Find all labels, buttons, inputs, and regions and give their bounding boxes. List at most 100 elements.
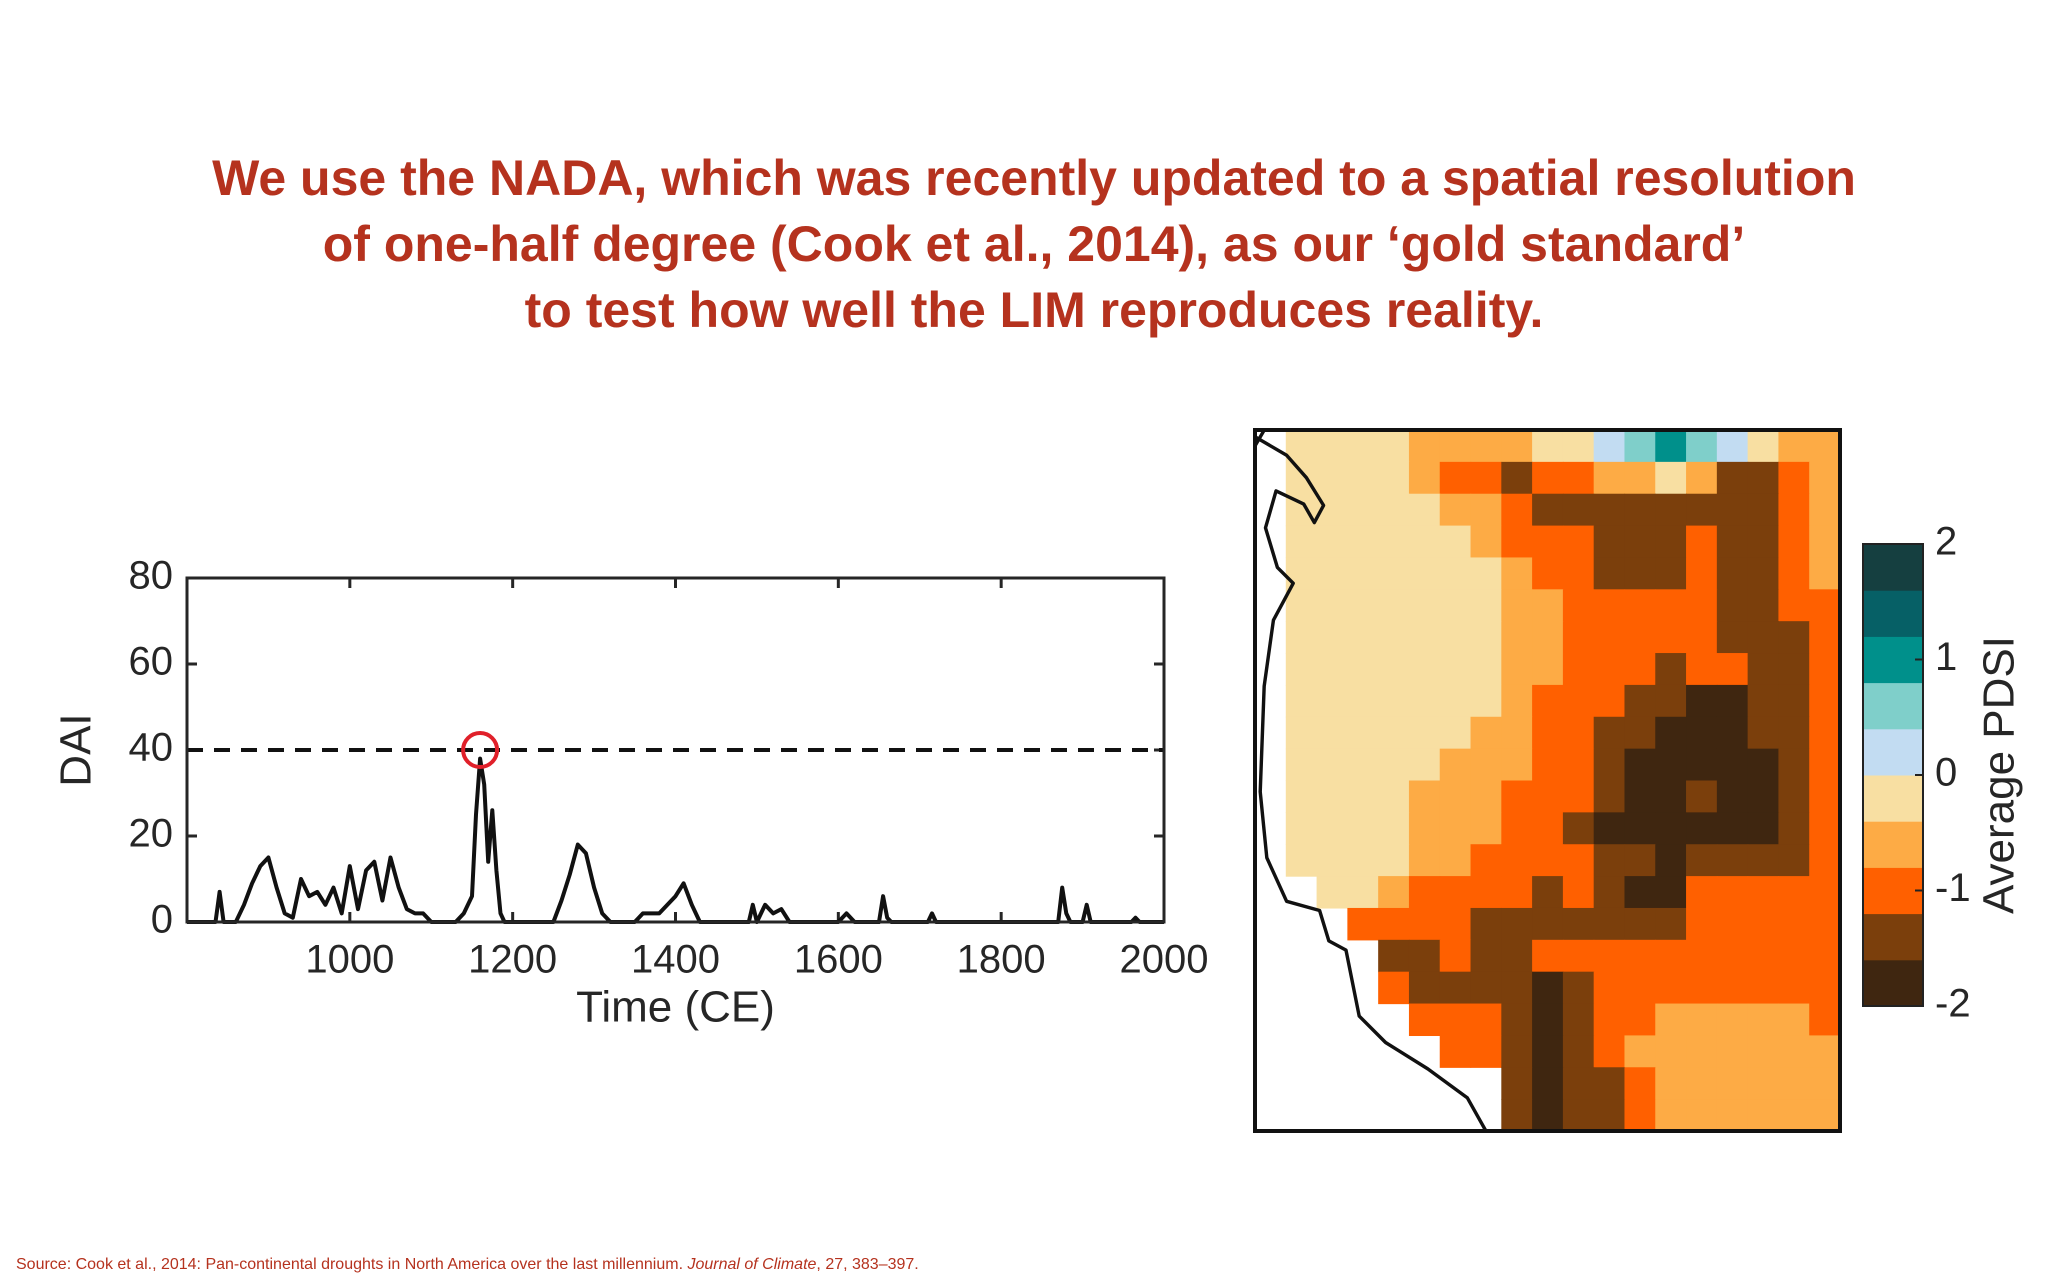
heatmap-cell [1686, 525, 1718, 559]
heading-line: to test how well the LIM reproduces real… [525, 282, 1544, 338]
x-tick-label: 2000 [1120, 938, 1209, 982]
heatmap-cell [1470, 589, 1502, 622]
heatmap-cell [1378, 907, 1410, 941]
heatmap-cell [1686, 461, 1718, 495]
heatmap-cell [1408, 716, 1441, 750]
heatmap-cell [1439, 812, 1472, 845]
heatmap-cell [1470, 430, 1502, 463]
heatmap-cell [1655, 684, 1687, 718]
heatmap-cell [1439, 653, 1472, 686]
source-note: Source: Cook et al., 2014: Pan-continent… [16, 1256, 919, 1273]
heatmap-cell [1716, 525, 1749, 559]
heatmap-cell [1686, 1035, 1718, 1068]
heatmap-cell [1378, 430, 1410, 463]
heatmap-cell [1655, 939, 1687, 973]
map-frame [1253, 428, 1842, 1133]
heatmap-cell [1439, 748, 1472, 782]
heatmap-cell [1747, 876, 1780, 909]
heatmap-cell [1747, 1099, 1780, 1132]
heatmap-cell [1562, 876, 1595, 909]
heatmap-cell [1778, 1067, 1810, 1100]
heatmap-cell [1408, 653, 1441, 686]
plot-frame [185, 576, 1166, 924]
heatmap-cell [1778, 525, 1810, 559]
heatmap-cell [1470, 653, 1502, 686]
heatmap-cell [1285, 716, 1318, 750]
heatmap-cell [1778, 653, 1810, 686]
heatmap-cell [1716, 557, 1749, 590]
heatmap-cell [1716, 461, 1749, 495]
heatmap-cell [1439, 1035, 1472, 1068]
heatmap-cell [1316, 812, 1348, 845]
heatmap-cell [1716, 876, 1749, 909]
heatmap-cell [1593, 430, 1626, 463]
heatmap-cell [1655, 716, 1687, 750]
heatmap-cell [1439, 430, 1472, 463]
x-axis-label: Time (CE) [576, 983, 775, 1032]
heatmap-cell [1501, 461, 1533, 495]
heatmap-cell [1501, 780, 1533, 813]
heatmap-cell [1747, 716, 1780, 750]
heatmap-cell [1809, 461, 1841, 495]
heatmap-cell [1347, 589, 1379, 622]
heatmap-cell [1716, 493, 1749, 527]
heatmap-cell [1747, 1003, 1780, 1037]
heatmap-cell [1593, 716, 1626, 750]
heatmap-cell [1624, 971, 1656, 1005]
heatmap-cell [1562, 780, 1595, 813]
heatmap-cell [1747, 525, 1780, 559]
heatmap-cell [1532, 684, 1564, 718]
heatmap-cell [1686, 876, 1718, 909]
x-tick-label: 1400 [631, 938, 720, 982]
heatmap-cell [1532, 716, 1564, 750]
heatmap-cell [1562, 493, 1595, 527]
heatmap-cell [1378, 684, 1410, 718]
heatmap-cell [1408, 525, 1441, 559]
heatmap-cell [1501, 1035, 1533, 1068]
heatmap-cell [1562, 1099, 1595, 1132]
heatmap-cell [1501, 1099, 1533, 1132]
heatmap-cell [1316, 589, 1348, 622]
heatmap-cell [1532, 907, 1564, 941]
heatmap-cell [1347, 653, 1379, 686]
heatmap-cell [1655, 876, 1687, 909]
heatmap-cell [1686, 430, 1718, 463]
heatmap-cell [1624, 1003, 1656, 1037]
heatmap-cell [1747, 748, 1780, 782]
heatmap-cell [1809, 557, 1841, 590]
heatmap-cell [1439, 621, 1472, 654]
heatmap-cell [1778, 812, 1810, 845]
heatmap-cell [1501, 557, 1533, 590]
heatmap-cell [1532, 1067, 1564, 1100]
heatmap-cell [1285, 780, 1318, 813]
heatmap-cell [1716, 1099, 1749, 1132]
heatmap-cell [1470, 939, 1502, 973]
heatmap-cell [1655, 1067, 1687, 1100]
heatmap-cell [1532, 461, 1564, 495]
heatmap-cell [1624, 461, 1656, 495]
coastline [1254, 430, 1488, 1131]
heatmap-cell [1716, 653, 1749, 686]
heading-line: of one-half degree (Cook et al., 2014), … [323, 216, 1746, 272]
heatmap-cell [1686, 1003, 1718, 1037]
x-tick-label: 1600 [794, 938, 883, 982]
heatmap-cell [1470, 907, 1502, 941]
heatmap-cell [1316, 716, 1348, 750]
heatmap-cell [1378, 461, 1410, 495]
heatmap-cell [1809, 684, 1841, 718]
colorbar-segment [1863, 867, 1923, 915]
heatmap-cell [1439, 461, 1472, 495]
heatmap-cell [1747, 780, 1780, 813]
heatmap-cell [1501, 971, 1533, 1005]
heatmap-cell [1686, 748, 1718, 782]
y-tick-label: 80 [129, 554, 174, 598]
heatmap-cell [1347, 461, 1379, 495]
heatmap-cell [1408, 1003, 1441, 1037]
heatmap-cell [1439, 1003, 1472, 1037]
heatmap-cell [1532, 653, 1564, 686]
heatmap-cell [1562, 971, 1595, 1005]
colorbar-tick-label: 2 [1935, 520, 1957, 564]
heatmap-cell [1532, 844, 1564, 877]
heatmap-cell [1624, 716, 1656, 750]
heatmap-cell [1593, 812, 1626, 845]
